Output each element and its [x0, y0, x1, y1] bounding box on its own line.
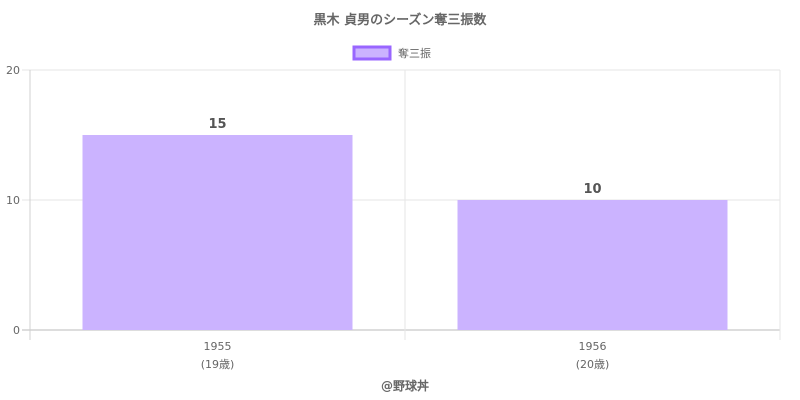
x-tick-sublabel: (20歳)	[576, 358, 610, 371]
y-tick-label: 0	[13, 324, 20, 337]
footer-credit: @野球丼	[381, 378, 429, 393]
bar-value-label: 15	[208, 117, 226, 132]
x-tick-sublabel: (19歳)	[201, 358, 235, 371]
legend-swatch	[352, 45, 392, 61]
chart-title: 黒木 貞男のシーズン奪三振数	[314, 12, 488, 28]
bar-value-label: 10	[583, 182, 601, 197]
x-tick-label: 1956	[579, 340, 607, 353]
y-axis: 0 10 20	[6, 64, 20, 337]
bar[interactable]	[457, 200, 728, 330]
bars	[82, 135, 728, 330]
y-tick-label: 10	[6, 194, 20, 207]
bar[interactable]	[82, 135, 353, 330]
y-tick-label: 20	[6, 64, 20, 77]
x-tick-label: 1955	[204, 340, 232, 353]
legend[interactable]: 奪三振	[352, 45, 431, 61]
x-axis: 1955 (19歳) 1956 (20歳)	[201, 340, 610, 371]
legend-label: 奪三振	[398, 46, 431, 60]
